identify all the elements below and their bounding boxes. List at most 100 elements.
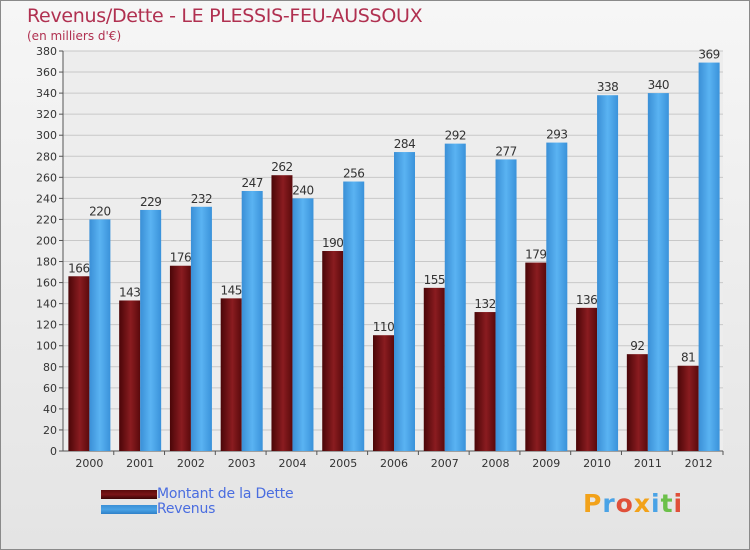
x-tick-label: 2005	[329, 457, 357, 470]
y-tick-label: 200	[36, 234, 57, 247]
bar-dette	[677, 365, 699, 451]
legend-item-dette: Montant de la Dette	[101, 486, 294, 502]
bar-dette	[576, 307, 598, 451]
y-tick-label: 260	[36, 171, 57, 184]
data-label-revenus: 220	[89, 204, 110, 218]
bar-revenus	[343, 181, 365, 452]
bar-revenus	[495, 159, 517, 451]
logo-letter: i	[651, 489, 661, 518]
bar-revenus	[292, 198, 314, 451]
y-tick-label: 140	[36, 298, 57, 311]
logo-letter: x	[633, 489, 651, 518]
legend-label-dette: Montant de la Dette	[157, 486, 294, 502]
legend-swatch-revenus	[101, 505, 157, 514]
bar-dette	[220, 298, 242, 451]
logo-letter: o	[615, 489, 634, 518]
x-tick-label: 2002	[177, 457, 205, 470]
data-label-revenus: 369	[698, 48, 719, 62]
legend-item-revenus: Revenus	[101, 502, 293, 517]
bar-revenus	[140, 209, 162, 451]
x-tick-label: 2000	[75, 457, 103, 470]
bar-dette	[68, 276, 90, 451]
data-label-revenus: 240	[292, 183, 313, 197]
data-label-dette: 155	[424, 273, 445, 287]
data-label-revenus: 232	[191, 192, 212, 206]
y-tick-label: 360	[36, 66, 57, 79]
bar-revenus	[444, 143, 466, 451]
bar-revenus	[394, 152, 415, 452]
y-tick-label: 240	[36, 192, 57, 205]
bar-dette	[373, 335, 394, 451]
logo-letter: i	[673, 489, 684, 518]
logo-letter: r	[602, 489, 616, 518]
data-label-revenus: 284	[394, 137, 415, 151]
data-label-dette: 179	[525, 248, 546, 262]
y-tick-label: 380	[36, 45, 57, 58]
data-label-revenus: 247	[241, 176, 262, 190]
x-tick-label: 2003	[228, 457, 256, 470]
x-tick-label: 2004	[278, 457, 306, 470]
y-tick-label: 280	[36, 150, 57, 163]
bar-dette	[271, 175, 293, 452]
data-label-dette: 166	[68, 261, 89, 275]
bar-revenus	[698, 62, 720, 451]
y-tick-label: 40	[43, 403, 57, 416]
data-label-dette: 190	[322, 236, 343, 250]
x-tick-label: 2009	[532, 457, 560, 470]
data-label-dette: 110	[373, 320, 394, 334]
x-tick-label: 2010	[583, 457, 611, 470]
data-label-revenus: 293	[546, 128, 567, 142]
y-tick-label: 0	[50, 445, 57, 458]
chart-subtitle: (en milliers d'€)	[27, 29, 122, 43]
data-label-revenus: 277	[495, 144, 516, 158]
y-tick-label: 320	[36, 108, 57, 121]
y-tick-label: 180	[36, 256, 57, 269]
x-tick-label: 2012	[685, 457, 713, 470]
proxiti-logo: Proxiti	[583, 489, 683, 518]
legend-label-revenus: Revenus	[157, 501, 216, 517]
bar-revenus	[647, 93, 669, 452]
y-tick-label: 80	[43, 361, 57, 374]
chart-title: Revenus/Dette - LE PLESSIS-FEU-AUSSOUX	[27, 5, 423, 27]
logo-letter: P	[583, 489, 603, 518]
bar-revenus	[546, 142, 568, 451]
y-tick-label: 160	[36, 277, 57, 290]
x-tick-label: 2006	[380, 457, 408, 470]
y-tick-label: 100	[36, 340, 57, 353]
bar-dette	[525, 262, 547, 451]
legend: Montant de la Dette Revenus	[101, 486, 294, 517]
y-tick-label: 20	[43, 424, 57, 437]
bar-revenus	[89, 219, 111, 451]
data-label-dette: 176	[170, 251, 191, 265]
y-tick-label: 300	[36, 129, 57, 142]
data-label-revenus: 229	[140, 195, 161, 209]
x-tick-label: 2001	[126, 457, 154, 470]
x-tick-label: 2011	[634, 457, 662, 470]
data-label-dette: 92	[630, 339, 644, 353]
bar-dette	[119, 300, 141, 451]
data-label-dette: 262	[271, 160, 292, 174]
data-label-revenus: 256	[343, 167, 364, 181]
data-label-revenus: 340	[648, 78, 669, 92]
logo-letter: t	[660, 489, 674, 518]
data-label-dette: 136	[576, 293, 597, 307]
bar-dette	[474, 312, 496, 451]
bar-dette	[322, 251, 344, 451]
data-label-revenus: 292	[445, 129, 466, 143]
legend-swatch-dette	[101, 490, 157, 499]
y-tick-label: 340	[36, 87, 57, 100]
bar-dette	[169, 265, 191, 451]
data-label-revenus: 338	[597, 80, 618, 94]
bar-dette	[626, 354, 648, 451]
data-label-dette: 145	[220, 283, 241, 297]
bar-dette	[423, 287, 445, 451]
data-label-dette: 143	[119, 285, 140, 299]
bar-revenus	[241, 191, 263, 451]
y-tick-label: 120	[36, 319, 57, 332]
bar-revenus	[190, 206, 212, 451]
data-label-dette: 81	[681, 351, 695, 365]
data-label-dette: 132	[474, 297, 495, 311]
x-tick-label: 2007	[431, 457, 459, 470]
bar-revenus	[597, 95, 619, 452]
